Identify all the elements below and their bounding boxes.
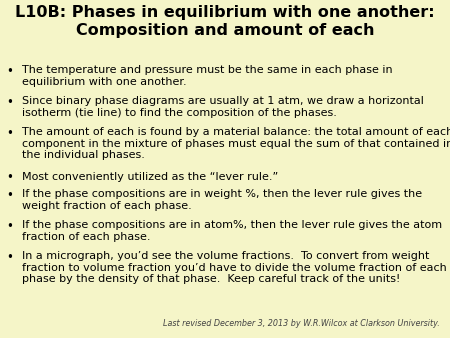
Text: Most conveniently utilized as the “lever rule.”: Most conveniently utilized as the “lever… xyxy=(22,171,278,182)
Text: Since binary phase diagrams are usually at 1 atm, we draw a horizontal
isotherm : Since binary phase diagrams are usually … xyxy=(22,96,424,118)
Text: In a micrograph, you’d see the volume fractions.  To convert from weight
fractio: In a micrograph, you’d see the volume fr… xyxy=(22,251,447,284)
Text: •: • xyxy=(7,96,14,109)
Text: •: • xyxy=(7,65,14,78)
Text: •: • xyxy=(7,251,14,264)
Text: •: • xyxy=(7,189,14,202)
Text: The temperature and pressure must be the same in each phase in
equilibrium with : The temperature and pressure must be the… xyxy=(22,65,392,87)
Text: If the phase compositions are in atom%, then the lever rule gives the atom
fract: If the phase compositions are in atom%, … xyxy=(22,220,442,242)
Text: L10B: Phases in equilibrium with one another:
Composition and amount of each: L10B: Phases in equilibrium with one ano… xyxy=(15,5,435,38)
Text: Last revised December 3, 2013 by W.R.Wilcox at Clarkson University.: Last revised December 3, 2013 by W.R.Wil… xyxy=(163,319,440,328)
Text: The amount of each is found by a material balance: the total amount of each
comp: The amount of each is found by a materia… xyxy=(22,127,450,160)
Text: •: • xyxy=(7,171,14,185)
Text: If the phase compositions are in weight %, then the lever rule gives the
weight : If the phase compositions are in weight … xyxy=(22,189,422,211)
Text: •: • xyxy=(7,127,14,140)
Text: •: • xyxy=(7,220,14,233)
